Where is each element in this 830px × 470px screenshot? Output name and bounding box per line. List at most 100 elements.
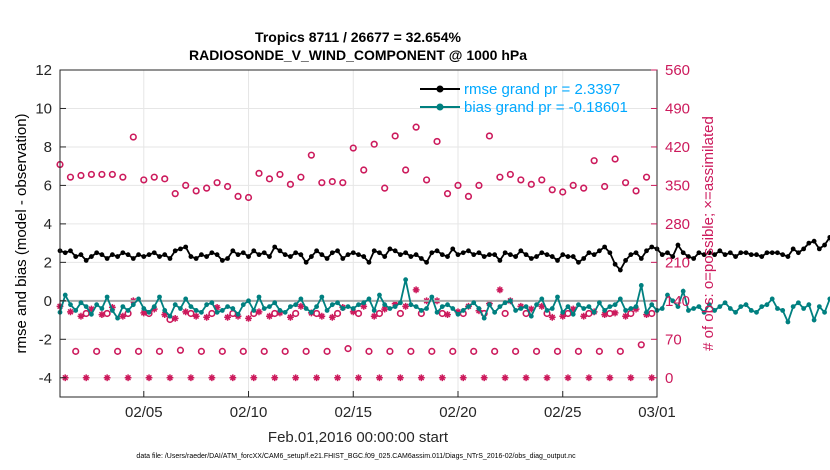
obs-possible-marker bbox=[182, 181, 190, 190]
obs-possible-marker bbox=[512, 347, 520, 355]
obs-possible-marker bbox=[234, 192, 242, 201]
bias-point bbox=[335, 300, 340, 306]
rmse-point bbox=[759, 254, 765, 259]
bias-point bbox=[816, 304, 822, 309]
obs-assimilated-marker bbox=[559, 312, 567, 320]
bias-point bbox=[460, 308, 466, 313]
grid-layer bbox=[60, 69, 658, 397]
chart-subtitle: RADIOSONDE_V_WIND_COMPONENT @ 1000 hPa bbox=[189, 47, 527, 63]
rmse-point bbox=[392, 248, 398, 254]
rmse-point bbox=[403, 250, 409, 256]
bias-point bbox=[717, 304, 723, 309]
rmse-point bbox=[722, 252, 728, 258]
bias-point bbox=[151, 304, 157, 309]
obs-possible-marker bbox=[501, 309, 509, 318]
bias-point bbox=[183, 296, 189, 302]
bias-point bbox=[476, 306, 482, 311]
obs-possible-marker bbox=[176, 346, 185, 354]
y-tick-label-left: 2 bbox=[44, 254, 52, 271]
rmse-point bbox=[251, 248, 257, 254]
rmse-point bbox=[235, 252, 241, 258]
obs-assimilated-marker bbox=[527, 305, 535, 313]
bias-point bbox=[188, 304, 194, 309]
bias-point bbox=[701, 309, 707, 315]
bias-point bbox=[104, 294, 110, 300]
x-tick-label: 02/10 bbox=[230, 404, 268, 421]
rmse-point bbox=[209, 250, 215, 256]
obs-possible-marker bbox=[82, 309, 90, 318]
rmse-point bbox=[827, 234, 830, 240]
bias-point bbox=[455, 311, 461, 317]
rmse-point bbox=[822, 242, 827, 248]
bias-point bbox=[109, 308, 115, 313]
bias-point bbox=[73, 308, 79, 313]
obs-possible-marker bbox=[407, 347, 415, 355]
obs-possible-marker bbox=[475, 181, 483, 190]
obs-possible-marker bbox=[464, 192, 473, 201]
rmse-point bbox=[183, 244, 189, 250]
rmse-point bbox=[397, 252, 403, 258]
bias-point bbox=[418, 308, 424, 313]
bias-point bbox=[387, 306, 393, 311]
rmse-point bbox=[73, 254, 79, 259]
y-tick-label-right: 490 bbox=[665, 100, 690, 117]
rmse-point bbox=[120, 250, 126, 256]
obs-possible-marker bbox=[627, 309, 635, 318]
rmse-point bbox=[539, 250, 545, 256]
bias-point bbox=[282, 309, 288, 315]
bias-point bbox=[775, 306, 780, 311]
obs-possible-marker bbox=[532, 347, 541, 355]
bias-point bbox=[397, 300, 403, 306]
obs-possible-marker bbox=[449, 347, 457, 355]
obs-assimilated-marker bbox=[334, 374, 341, 382]
bias-point bbox=[733, 309, 738, 315]
obs-assimilated-marker bbox=[203, 313, 211, 321]
rmse-point bbox=[628, 252, 634, 258]
rmse-point bbox=[733, 254, 738, 259]
rmse-point bbox=[706, 250, 712, 256]
bias-point bbox=[350, 306, 356, 311]
obs-assimilated-marker bbox=[376, 374, 383, 382]
rmse-point bbox=[198, 252, 204, 258]
rmse-point bbox=[717, 248, 723, 254]
bias-point bbox=[806, 302, 812, 308]
obs-possible-marker bbox=[632, 187, 640, 195]
obs-possible-marker bbox=[302, 347, 310, 355]
obs-possible-marker bbox=[391, 132, 399, 140]
rmse-point bbox=[565, 254, 571, 259]
bias-point bbox=[487, 302, 492, 308]
obs-assimilated-marker bbox=[250, 374, 258, 382]
bias-point bbox=[382, 302, 388, 308]
obs-possible-marker bbox=[276, 170, 284, 179]
y-tick-label-right: 140 bbox=[665, 293, 690, 310]
bias-point bbox=[555, 294, 560, 300]
rmse-point bbox=[450, 246, 456, 252]
obs-possible-marker bbox=[208, 309, 216, 318]
obs-possible-marker bbox=[98, 170, 106, 179]
bias-point bbox=[256, 294, 262, 300]
rmse-point bbox=[686, 254, 691, 259]
obs-assimilated-marker bbox=[622, 312, 629, 320]
obs-possible-marker bbox=[286, 180, 295, 188]
plot-frame bbox=[59, 69, 658, 398]
bias-point bbox=[686, 308, 691, 313]
bias-point bbox=[345, 304, 351, 309]
obs-possible-marker bbox=[318, 179, 326, 187]
bias-point bbox=[518, 306, 524, 311]
rmse-point bbox=[680, 250, 686, 256]
bias-point bbox=[801, 306, 807, 311]
rmse-point bbox=[811, 238, 817, 244]
rmse-point bbox=[109, 252, 115, 258]
rmse-point bbox=[115, 254, 121, 259]
obs-possible-marker bbox=[580, 184, 588, 192]
bias-point bbox=[298, 296, 304, 302]
bias-point bbox=[413, 304, 419, 309]
bias-point bbox=[507, 298, 513, 304]
rmse-point bbox=[460, 250, 466, 256]
obs-assimilated-marker bbox=[454, 308, 462, 316]
obs-possible-marker bbox=[323, 347, 331, 355]
obs-possible-marker bbox=[197, 347, 205, 355]
bias-point bbox=[691, 306, 697, 311]
bias-point bbox=[649, 302, 655, 308]
rmse-point bbox=[350, 250, 356, 256]
